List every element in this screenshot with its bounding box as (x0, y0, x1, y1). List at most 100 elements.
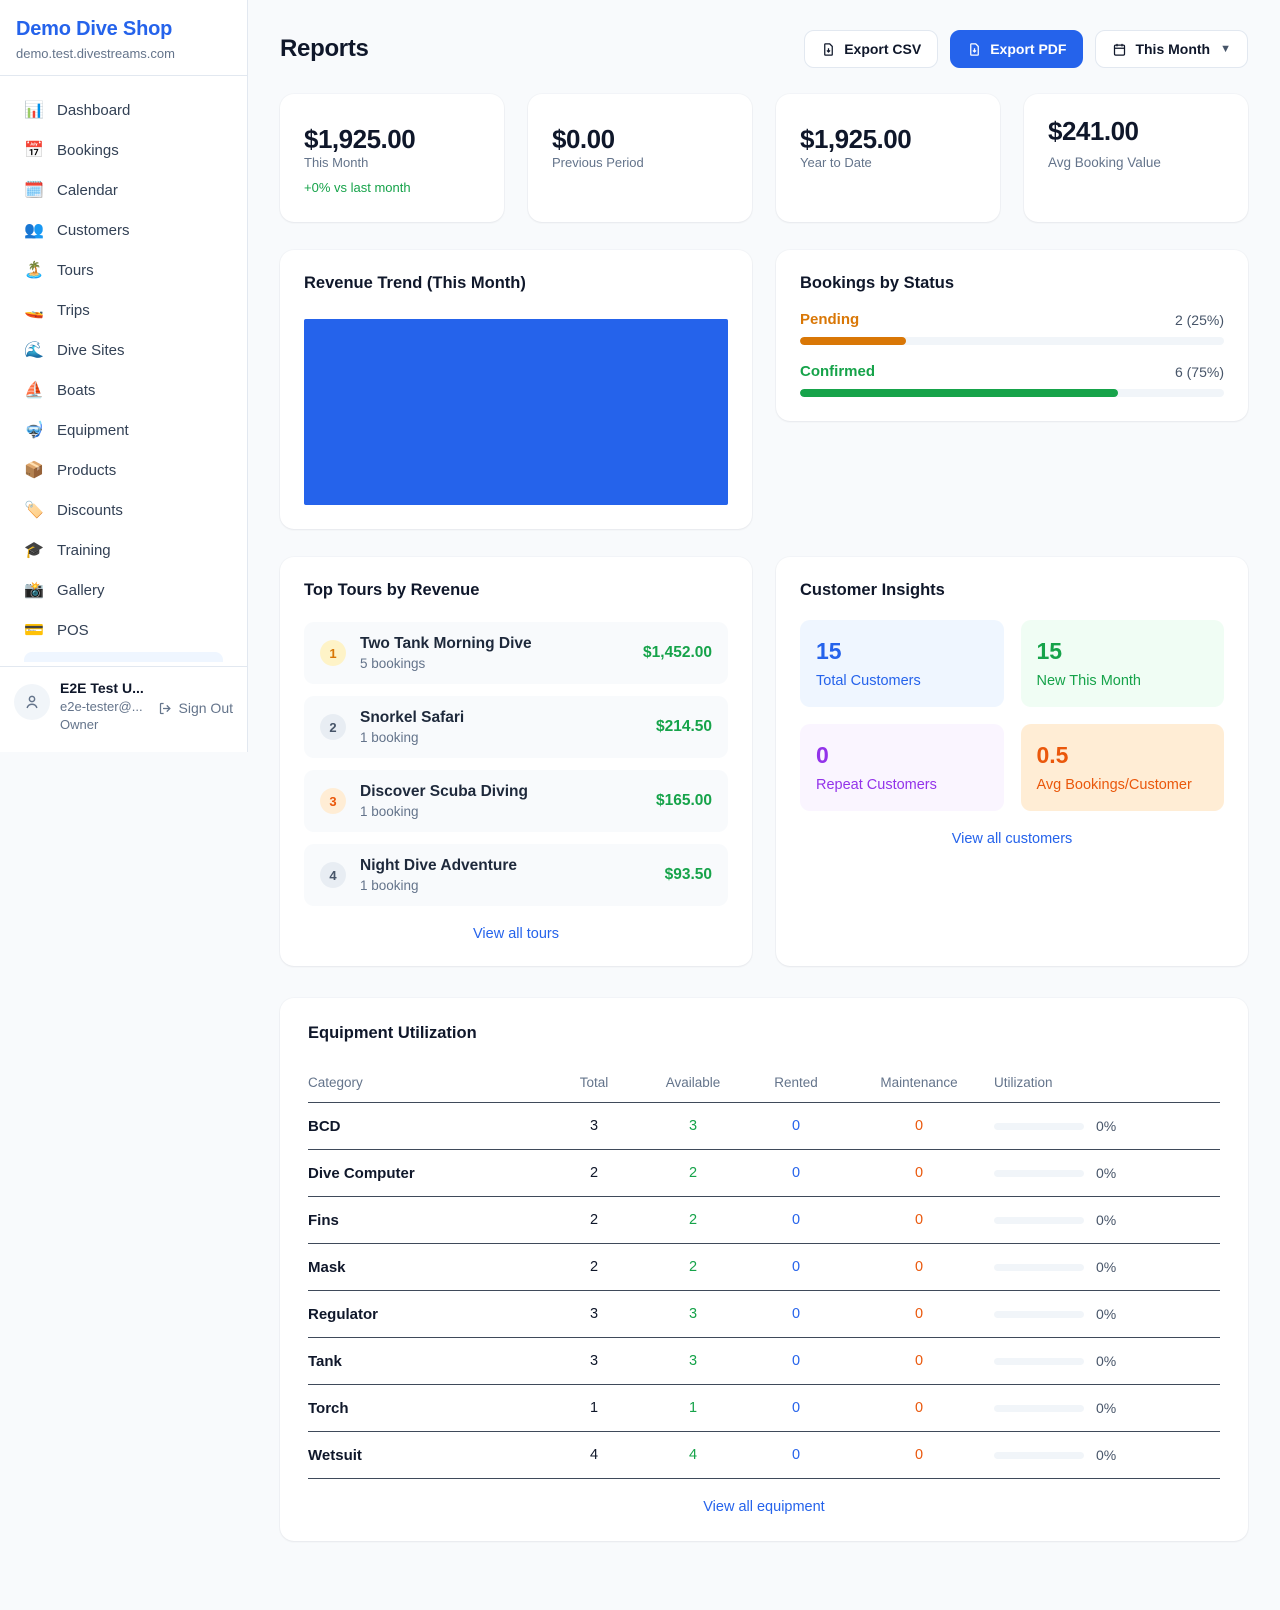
user-role: Owner (60, 717, 99, 732)
dashboard-icon: 📊 (24, 102, 44, 119)
chevron-down-icon: ▼ (1220, 43, 1231, 55)
export-pdf-label: Export PDF (990, 41, 1067, 57)
equipment-table-header: Category Total Available Rented Maintena… (308, 1063, 1220, 1103)
sidebar-item-label: Equipment (57, 421, 129, 439)
sidebar-nav-item[interactable]: 📊 Dashboard (12, 90, 235, 130)
equipment-total: 2 (589, 1165, 599, 1181)
equipment-available: 3 (688, 1353, 698, 1369)
discounts-icon: 🏷️ (24, 502, 44, 519)
tour-revenue: $93.50 (664, 866, 712, 883)
equipment-utilization-cell: 0% (994, 1212, 1220, 1228)
gallery-icon: 📸 (24, 582, 44, 599)
utilization-bar-track (994, 1263, 1084, 1271)
equipment-row: Torch 1 1 0 0 0% (308, 1385, 1220, 1432)
tour-row: 3 Discover Scuba Diving 1 booking $165.0… (304, 770, 728, 832)
export-pdf-button[interactable]: Export PDF (950, 30, 1084, 68)
col-utilization: Utilization (994, 1075, 1053, 1090)
col-total: Total (579, 1075, 609, 1090)
view-all-equipment-link[interactable]: View all equipment (703, 1499, 825, 1515)
utilization-bar-track (994, 1310, 1084, 1318)
insight-tile: 15 Total Customers (800, 620, 1004, 707)
equipment-category: Regulator (308, 1305, 379, 1323)
equipment-utilization-title: Equipment Utilization (308, 1024, 477, 1042)
sidebar-nav-item[interactable]: 📅 Bookings (12, 130, 235, 170)
tour-name: Discover Scuba Diving (360, 783, 528, 800)
dive-sites-icon: 🌊 (24, 342, 44, 359)
sidebar-nav-item[interactable]: 🤿 Equipment (12, 410, 235, 450)
sidebar-item-label: Gallery (57, 581, 105, 599)
equipment-row: BCD 3 3 0 0 0% (308, 1103, 1220, 1150)
period-dropdown[interactable]: This Month ▼ (1095, 30, 1248, 68)
stat-value: $1,925.00 (304, 124, 416, 154)
customer-insights-title: Customer Insights (800, 581, 945, 599)
equipment-category: Wetsuit (308, 1446, 362, 1464)
sidebar-nav-item[interactable]: 🏷️ Discounts (12, 490, 235, 530)
equipment-available: 2 (688, 1165, 698, 1181)
user-info: E2E Test U... e2e-tester@... Owner (60, 680, 148, 732)
equipment-total: 4 (589, 1447, 599, 1463)
equipment-utilization-cell: 0% (994, 1447, 1220, 1463)
tour-info: Two Tank Morning Dive 5 bookings (360, 635, 629, 671)
view-all-customers-link[interactable]: View all customers (951, 831, 1073, 847)
sign-out-label: Sign Out (178, 700, 233, 716)
utilization-percent: 0% (1096, 1306, 1117, 1322)
shop-name: Demo Dive Shop (16, 18, 173, 40)
equipment-maintenance: 0 (914, 1306, 924, 1322)
sidebar-item-label: Products (57, 461, 117, 479)
sidebar-nav-item[interactable]: 🌊 Dive Sites (12, 330, 235, 370)
equipment-maintenance: 0 (914, 1259, 924, 1275)
equipment-table: Category Total Available Rented Maintena… (308, 1063, 1220, 1479)
view-all-tours-link[interactable]: View all tours (473, 926, 559, 942)
tour-bookings: 1 booking (360, 804, 419, 819)
sidebar-nav-item[interactable]: 👥 Customers (12, 210, 235, 250)
sidebar-nav-item[interactable]: 🎓 Training (12, 530, 235, 570)
sign-out-button[interactable]: Sign Out (158, 700, 233, 716)
equipment-maintenance: 0 (914, 1447, 924, 1463)
stat-label: Previous Period (552, 155, 644, 170)
tour-rank-badge: 2 (320, 714, 346, 740)
calendar-icon: 🗓️ (24, 182, 44, 199)
equipment-maintenance: 0 (914, 1118, 924, 1134)
sidebar-item-reports-partial[interactable] (24, 652, 223, 662)
equipment-total: 3 (589, 1118, 599, 1134)
export-csv-button[interactable]: Export CSV (804, 30, 939, 68)
sidebar-nav-item[interactable]: 📸 Gallery (12, 570, 235, 610)
file-download-icon (970, 42, 980, 56)
tour-revenue: $165.00 (655, 792, 712, 809)
stat-label: Avg Booking Value (1048, 155, 1161, 170)
insight-value: 15 (816, 638, 842, 664)
equipment-rented: 0 (791, 1306, 801, 1322)
stat-card: $0.00 Previous Period (528, 94, 752, 222)
equipment-row: Wetsuit 4 4 0 0 0% (308, 1432, 1220, 1479)
insight-tile: 0 Repeat Customers (800, 724, 1004, 811)
stat-value: $0.00 (552, 124, 615, 154)
utilization-bar-track (994, 1357, 1084, 1365)
user-name: E2E Test U... (60, 680, 144, 696)
utilization-bar-track (994, 1169, 1084, 1177)
status-count: 2 (25%) (1174, 311, 1224, 328)
user-email: e2e-tester@... (60, 699, 143, 714)
sidebar-nav-item[interactable]: 🗓️ Calendar (12, 170, 235, 210)
tour-row: 1 Two Tank Morning Dive 5 bookings $1,45… (304, 622, 728, 684)
utilization-percent: 0% (1096, 1400, 1117, 1416)
sidebar-nav-item[interactable]: 📦 Products (12, 450, 235, 490)
insight-label: Avg Bookings/Customer (1036, 777, 1192, 793)
equipment-utilization-cell: 0% (994, 1353, 1220, 1369)
col-rented: Rented (774, 1075, 818, 1090)
equipment-utilization-card: Equipment Utilization Category Total Ava… (280, 998, 1248, 1541)
sidebar-nav-item[interactable]: 🏝️ Tours (12, 250, 235, 290)
header-actions: Export CSV Export PDF This Month ▼ (804, 30, 1248, 68)
equipment-category: Dive Computer (308, 1164, 415, 1182)
sidebar-nav-item[interactable]: 💳 POS (12, 610, 235, 650)
file-download-icon (824, 42, 834, 56)
equipment-total: 2 (589, 1212, 599, 1228)
sidebar-item-label: Dive Sites (57, 341, 125, 359)
revenue-trend-card: Revenue Trend (This Month) (280, 250, 752, 529)
sidebar-nav-item[interactable]: 🚤 Trips (12, 290, 235, 330)
sidebar-nav-item[interactable]: ⛵ Boats (12, 370, 235, 410)
equipment-utilization-cell: 0% (994, 1259, 1220, 1275)
tour-info: Night Dive Adventure 1 booking (360, 857, 651, 893)
utilization-bar-track (994, 1451, 1084, 1459)
equipment-rented: 0 (791, 1118, 801, 1134)
equipment-category: Torch (308, 1399, 349, 1417)
